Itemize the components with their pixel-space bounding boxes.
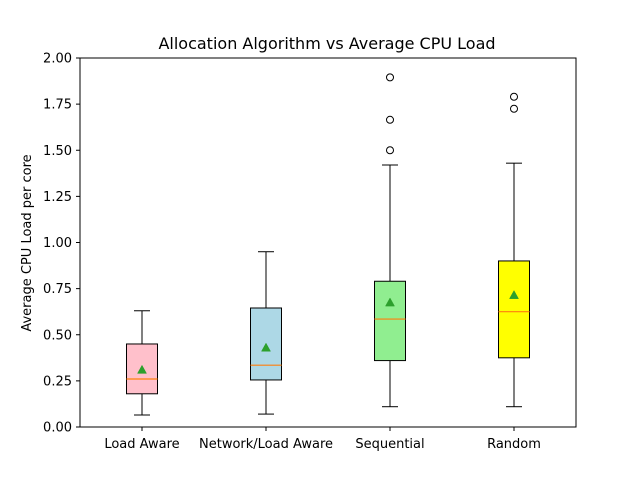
y-tick-label: 0.00 — [43, 421, 72, 436]
outlier-point — [386, 146, 394, 155]
box-iqr — [374, 280, 406, 362]
chart-title: Allocation Algorithm vs Average CPU Load — [158, 34, 495, 53]
y-tick-label: 0.50 — [43, 328, 72, 343]
outlier-point — [510, 92, 518, 101]
x-tick-label: Random — [487, 437, 541, 452]
y-tick-label: 0.25 — [43, 374, 72, 389]
mean-marker — [137, 364, 147, 374]
mean-marker — [385, 297, 395, 307]
outlier-point — [386, 73, 394, 82]
x-tick-label: Network/Load Aware — [199, 437, 333, 452]
x-tick-label: Sequential — [355, 437, 424, 452]
y-tick-label: 1.25 — [43, 190, 72, 205]
outlier-point — [386, 115, 394, 124]
mean-marker — [509, 290, 519, 299]
y-tick-label: 1.50 — [43, 144, 72, 159]
y-axis-title: Average CPU Load per core — [20, 154, 35, 331]
outlier-point — [510, 104, 518, 113]
x-tick-label: Load Aware — [104, 437, 179, 452]
y-tick-label: 1.75 — [43, 98, 72, 113]
y-tick-label: 1.00 — [43, 236, 72, 251]
mean-marker — [261, 342, 271, 352]
y-tick-label: 0.75 — [43, 282, 72, 297]
y-tick-label: 2.00 — [43, 52, 72, 67]
plot-area: 0.00 0.25 0.50 0.75 1.00 1.25 1.50 1.75 2.00 Load… — [43, 52, 577, 452]
box-iqr — [498, 260, 530, 359]
